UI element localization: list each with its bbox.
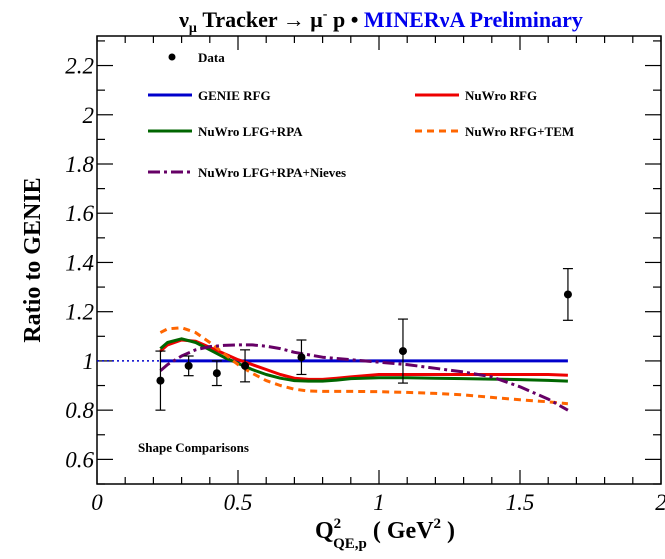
series-line-nuwro-lfg-rpa-nieves xyxy=(159,343,569,412)
legend-label: GENIE RFG xyxy=(198,88,271,103)
legend: Data GENIE RFG NuWro RFG NuWro LFG+RPA NuWro… xyxy=(148,50,574,180)
title-middle: Tracker → μ xyxy=(197,7,323,32)
y-tick-label: 0.6 xyxy=(65,447,94,472)
x-tick-label: 2 xyxy=(655,490,665,515)
annotation-shape-comparisons: Shape Comparisons xyxy=(138,440,249,455)
y-tick-label: 1 xyxy=(83,349,95,374)
legend-label-data: Data xyxy=(198,50,225,65)
data-point xyxy=(398,347,407,356)
series-line-nuwro-rfg-tem xyxy=(159,326,569,406)
xlabel-unit-close: ) xyxy=(441,518,455,544)
y-axis-title: Ratio to GENIE xyxy=(20,177,46,342)
x-tick-label: 0.5 xyxy=(224,490,253,515)
y-tick-label: 1.8 xyxy=(65,152,94,177)
title-nu: ν xyxy=(178,7,189,32)
legend-label: NuWro LFG+RPA xyxy=(198,124,303,139)
x-axis-title: Q2 QE,p ( GeV2 ) xyxy=(315,516,455,552)
y-tick-label: 1.4 xyxy=(65,250,94,275)
xlabel-unit-sup: 2 xyxy=(434,516,442,532)
axis-tick-labels: 0 0.5 1 1.5 2 0.6 0.8 1 1.2 1.4 1.6 1.8 2 2.2 xyxy=(65,54,665,515)
data-point xyxy=(184,361,193,370)
xlabel-main: Q xyxy=(315,518,334,544)
legend-marker-data xyxy=(168,53,176,61)
title-proton: p • xyxy=(327,7,358,32)
chart-title: νμ Tracker → μ- p • MINERνA Preliminary xyxy=(178,7,583,36)
y-tick-label: 2 xyxy=(83,103,95,128)
x-tick-label: 1.5 xyxy=(506,490,535,515)
y-tick-label: 2.2 xyxy=(65,54,94,79)
data-point xyxy=(241,361,250,370)
y-tick-label: 1.6 xyxy=(65,201,94,226)
x-tick-label: 0 xyxy=(91,490,103,515)
data-point xyxy=(156,376,165,385)
xlabel-sub: QE,p xyxy=(333,536,367,552)
legend-label: NuWro RFG xyxy=(465,88,537,103)
data-points-layer xyxy=(155,268,573,411)
axis-ticks xyxy=(96,36,662,485)
data-point xyxy=(297,353,306,362)
xlabel-sup: 2 xyxy=(334,516,342,532)
title-mu-sup: - xyxy=(323,7,328,22)
title-experiment: MINERνA Preliminary xyxy=(358,7,583,32)
data-point xyxy=(212,369,221,378)
legend-label: NuWro LFG+RPA+Nieves xyxy=(198,165,346,180)
data-point xyxy=(563,290,572,299)
series-layer xyxy=(97,326,569,412)
plot-frame xyxy=(96,35,662,485)
y-tick-label: 0.8 xyxy=(65,398,94,423)
legend-label: NuWro RFG+TEM xyxy=(465,124,574,139)
title-nu-sub: μ xyxy=(189,21,197,36)
x-tick-label: 1 xyxy=(373,490,385,515)
y-tick-label: 1.2 xyxy=(65,300,94,325)
series-line-nuwro-rfg xyxy=(159,338,568,381)
xlabel-unit-open: ( GeV xyxy=(367,518,434,544)
